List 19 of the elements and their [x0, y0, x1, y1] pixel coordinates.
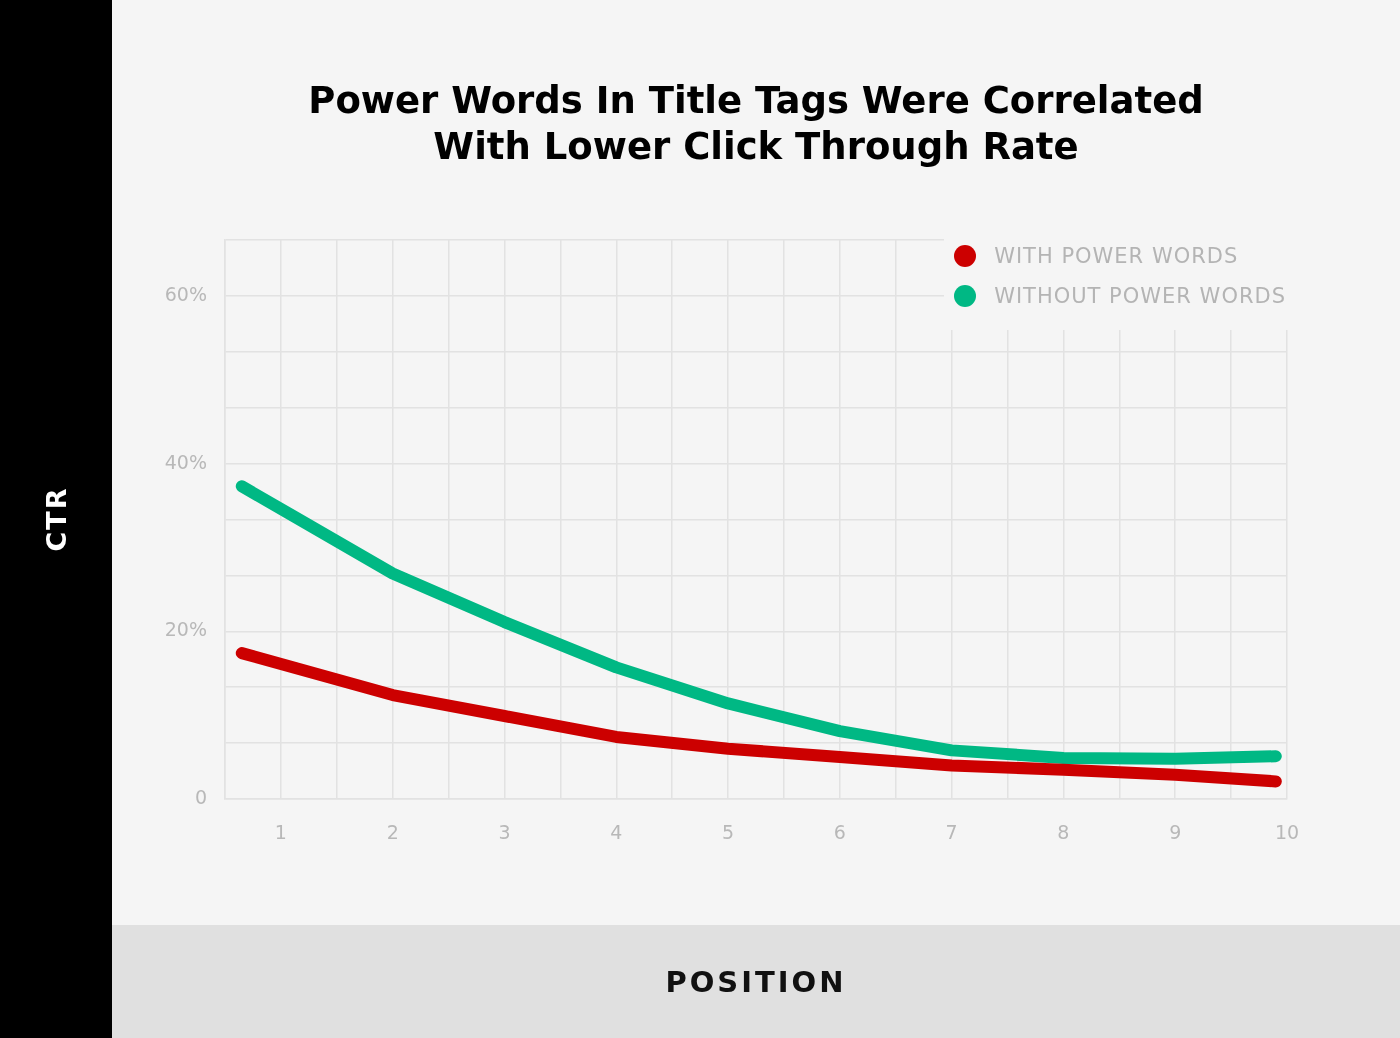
x-tick-label: 5: [722, 821, 735, 844]
y-tick-label: 40%: [164, 450, 207, 473]
y-axis-title: CTR: [40, 486, 72, 552]
x-axis-title: POSITION: [665, 964, 847, 999]
chart-title: Power Words In Title Tags Were Correlated With Lower Click Through Rate: [307, 78, 1205, 170]
x-tick-label: 7: [945, 821, 958, 844]
x-tick-label: 2: [386, 821, 399, 844]
y-tick-label: 20%: [164, 618, 207, 641]
legend-label: WITHOUT POWER WORDS: [994, 284, 1286, 308]
x-tick-label: 3: [498, 821, 511, 844]
x-tick-label: 10: [1274, 821, 1300, 844]
y-tick-label: 60%: [164, 282, 207, 305]
x-tick-label: 1: [274, 821, 287, 844]
x-tick-label: 9: [1169, 821, 1182, 844]
x-tick-label: 4: [610, 821, 623, 844]
x-tick-label: 8: [1057, 821, 1070, 844]
y-tick-label: 0: [194, 785, 207, 808]
legend-label: WITH POWER WORDS: [994, 244, 1239, 268]
x-tick-label: 6: [833, 821, 846, 844]
